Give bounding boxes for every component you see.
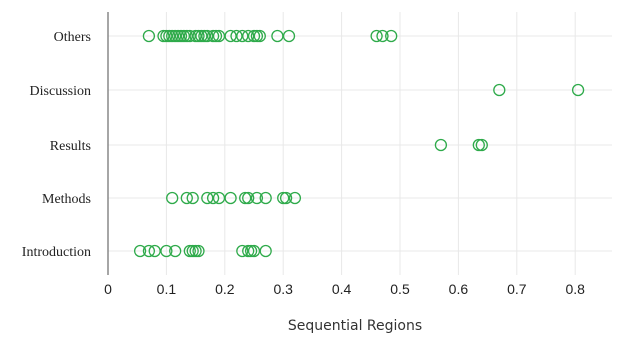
data-point <box>288 191 302 205</box>
x-tick-labels: 0 0.1 0.2 0.3 0.4 0.5 0.6 0.7 0.8 <box>104 281 585 297</box>
data-point <box>160 244 173 258</box>
x-tick-label: 0.3 <box>273 281 293 297</box>
data-point <box>571 83 585 97</box>
data-point <box>279 191 293 205</box>
x-tick-label: 0.4 <box>332 281 352 297</box>
data-points <box>133 29 585 258</box>
data-point <box>163 29 176 43</box>
data-point <box>259 191 272 205</box>
data-point <box>166 191 179 205</box>
category-labels: Introduction Methods Results Discussion Othe… <box>22 30 91 260</box>
data-point <box>493 83 506 97</box>
data-point <box>183 244 196 258</box>
data-point <box>177 29 191 43</box>
data-point <box>174 29 188 43</box>
data-point <box>192 29 205 43</box>
data-point <box>370 29 383 43</box>
data-point <box>180 29 193 43</box>
category-label: Methods <box>42 192 91 207</box>
data-point <box>224 29 237 43</box>
data-point <box>239 191 252 205</box>
data-point <box>250 191 264 205</box>
data-point <box>186 244 199 258</box>
data-point <box>259 244 272 258</box>
data-point <box>244 244 258 258</box>
x-axis-title: Sequential Regions <box>288 318 422 334</box>
x-tick-label: 0.7 <box>507 281 527 297</box>
x-tick-label: 0.1 <box>157 281 177 297</box>
x-tick-label: 0 <box>104 281 112 297</box>
data-point <box>376 29 389 43</box>
data-point <box>189 29 202 43</box>
category-label: Others <box>54 30 91 45</box>
data-point <box>192 244 205 258</box>
data-point <box>133 244 147 258</box>
data-point <box>186 191 199 205</box>
x-tick-label: 0.8 <box>565 281 585 297</box>
data-point <box>166 29 179 43</box>
data-point <box>247 244 261 258</box>
data-point <box>250 29 264 43</box>
data-point <box>206 191 220 205</box>
data-point <box>230 29 243 43</box>
data-point <box>189 244 202 258</box>
data-point <box>142 244 156 258</box>
data-point <box>472 138 485 152</box>
data-point <box>236 244 249 258</box>
data-point <box>142 29 156 43</box>
data-point <box>475 138 488 152</box>
category-label: Introduction <box>22 245 91 260</box>
data-point <box>282 29 296 43</box>
data-point <box>209 29 223 43</box>
data-point <box>171 29 185 43</box>
x-tick-label: 0.6 <box>449 281 469 297</box>
data-point <box>195 29 208 43</box>
data-point <box>201 29 214 43</box>
data-point <box>169 244 182 258</box>
data-point <box>247 29 261 43</box>
x-tick-label: 0.2 <box>215 281 235 297</box>
data-point <box>201 191 214 205</box>
data-point <box>157 29 170 43</box>
grid-lines <box>108 12 612 275</box>
category-label: Results <box>50 139 91 154</box>
category-label: Discussion <box>30 84 91 99</box>
data-point <box>160 29 173 43</box>
data-point <box>385 29 398 43</box>
data-point <box>277 191 290 205</box>
data-point <box>236 29 249 43</box>
data-point <box>434 138 448 152</box>
x-tick-label: 0.5 <box>390 281 410 297</box>
data-point <box>206 29 220 43</box>
data-point <box>242 191 255 205</box>
data-point <box>242 244 255 258</box>
data-point <box>180 191 193 205</box>
data-point <box>148 244 161 258</box>
data-point <box>253 29 266 43</box>
data-point <box>224 191 237 205</box>
